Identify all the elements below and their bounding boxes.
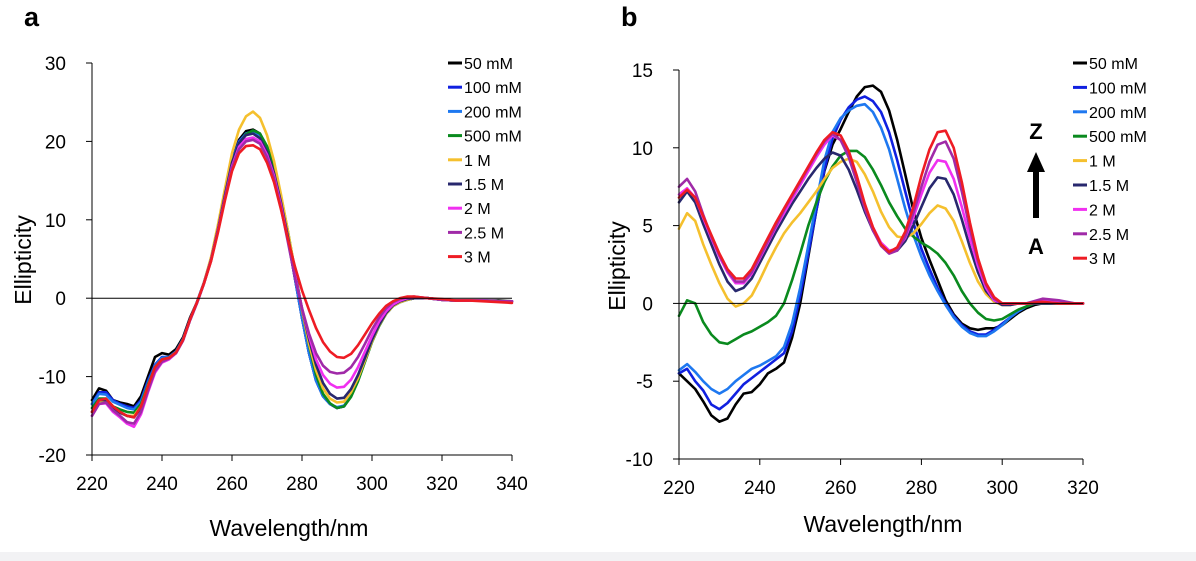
- panel-label-a: a: [24, 2, 40, 32]
- series-line-b-50-mm: [677, 84, 1085, 423]
- legend-entry-label: 200 mM: [1089, 105, 1147, 122]
- legend-entry-label: 3 M: [464, 250, 491, 267]
- y-tick-label: -10: [39, 368, 66, 389]
- x-tick-label: 320: [1067, 478, 1099, 499]
- series-line-a-2-5-m: [90, 138, 514, 425]
- series-line-b-3-m: [677, 129, 1085, 305]
- legend-a: 50 mM 100 mM 200 mM 500 mM 1 M 1.5 M 2 M 2.5 M 3…: [448, 56, 522, 267]
- x-tick-label: 340: [496, 474, 528, 495]
- x-tick-label: 280: [286, 474, 318, 495]
- legend-entry-label: 100 mM: [1089, 80, 1147, 97]
- y-tick-label: 0: [642, 294, 653, 315]
- legend-entry-label: 1.5 M: [464, 177, 504, 194]
- legend-entry-label: 50 mM: [1089, 56, 1138, 73]
- x-tick-label: 280: [906, 478, 938, 499]
- y-tick-label: 0: [55, 289, 66, 310]
- legend-entry-label: 3 M: [1089, 251, 1116, 268]
- series-line-a-3-m: [90, 144, 514, 419]
- legend-entry-label: 500 mM: [464, 129, 522, 146]
- legend-entry-label: 100 mM: [464, 80, 522, 97]
- y-tick-label: 15: [632, 61, 653, 82]
- chart-panel-b: b Wavelength/nm Ellipticity 220 240 260 280…: [604, 2, 1147, 537]
- x-tick-label: 260: [825, 478, 857, 499]
- z-to-a-arrow-annotation: Z A: [1027, 119, 1045, 259]
- x-tick-label: 300: [356, 474, 388, 495]
- axes-a: [91, 63, 512, 456]
- legend-entry-label: 1.5 M: [1089, 178, 1129, 195]
- x-tick-label: 240: [146, 474, 178, 495]
- panel-label-b: b: [621, 2, 638, 32]
- bottom-strip: [0, 552, 1196, 561]
- legend-entry-label: 2.5 M: [1089, 227, 1129, 244]
- x-tick-label: 260: [216, 474, 248, 495]
- legend-entry-label: 2 M: [1089, 202, 1116, 219]
- x-tick-label: 240: [744, 478, 776, 499]
- y-tick-label: -5: [636, 372, 653, 393]
- y-tick-label: -10: [626, 450, 653, 471]
- legend-entry-label: 500 mM: [1089, 129, 1147, 146]
- chart-panel-a: a Wavelength/nm Ellipticity 220 240 260 280…: [10, 2, 528, 541]
- x-tick-label: 300: [986, 478, 1018, 499]
- annotation-z-label: Z: [1029, 119, 1042, 144]
- y-axis-label-b: Ellipticity: [604, 221, 630, 311]
- legend-entry-label: 1 M: [464, 153, 491, 170]
- series-line-b-200-mm: [677, 102, 1085, 395]
- legend-entry-label: 200 mM: [464, 104, 522, 121]
- y-tick-label: -20: [39, 446, 66, 467]
- legend-entry-label: 2.5 M: [464, 225, 504, 242]
- legend-entry-label: 50 mM: [464, 56, 513, 73]
- x-tick-label: 220: [663, 478, 695, 499]
- annotation-a-label: A: [1028, 234, 1044, 259]
- series-line-b-500-mm: [677, 149, 1085, 346]
- y-tick-label: 20: [45, 132, 66, 153]
- x-tick-label: 220: [76, 474, 108, 495]
- legend-entry-label: 1 M: [1089, 154, 1116, 171]
- y-axis-label-a: Ellipticity: [10, 215, 36, 305]
- x-axis-label-b: Wavelength/nm: [804, 511, 963, 537]
- legend-entry-label: 2 M: [464, 201, 491, 218]
- y-tick-label: 10: [632, 139, 653, 160]
- y-tick-label: 30: [45, 54, 66, 75]
- y-tick-label: 5: [642, 217, 653, 238]
- axes-b: [678, 70, 1083, 460]
- x-tick-label: 320: [426, 474, 458, 495]
- arrow-up-icon: [1027, 152, 1045, 172]
- legend-b: 50 mM 100 mM 200 mM 500 mM 1 M 1.5 M 2 M 2.5 M 3…: [1073, 56, 1147, 268]
- y-tick-label: 10: [45, 211, 66, 232]
- x-axis-label-a: Wavelength/nm: [210, 515, 369, 541]
- series-line-a-2-m: [90, 136, 514, 429]
- series-line-b-100-mm: [677, 95, 1085, 411]
